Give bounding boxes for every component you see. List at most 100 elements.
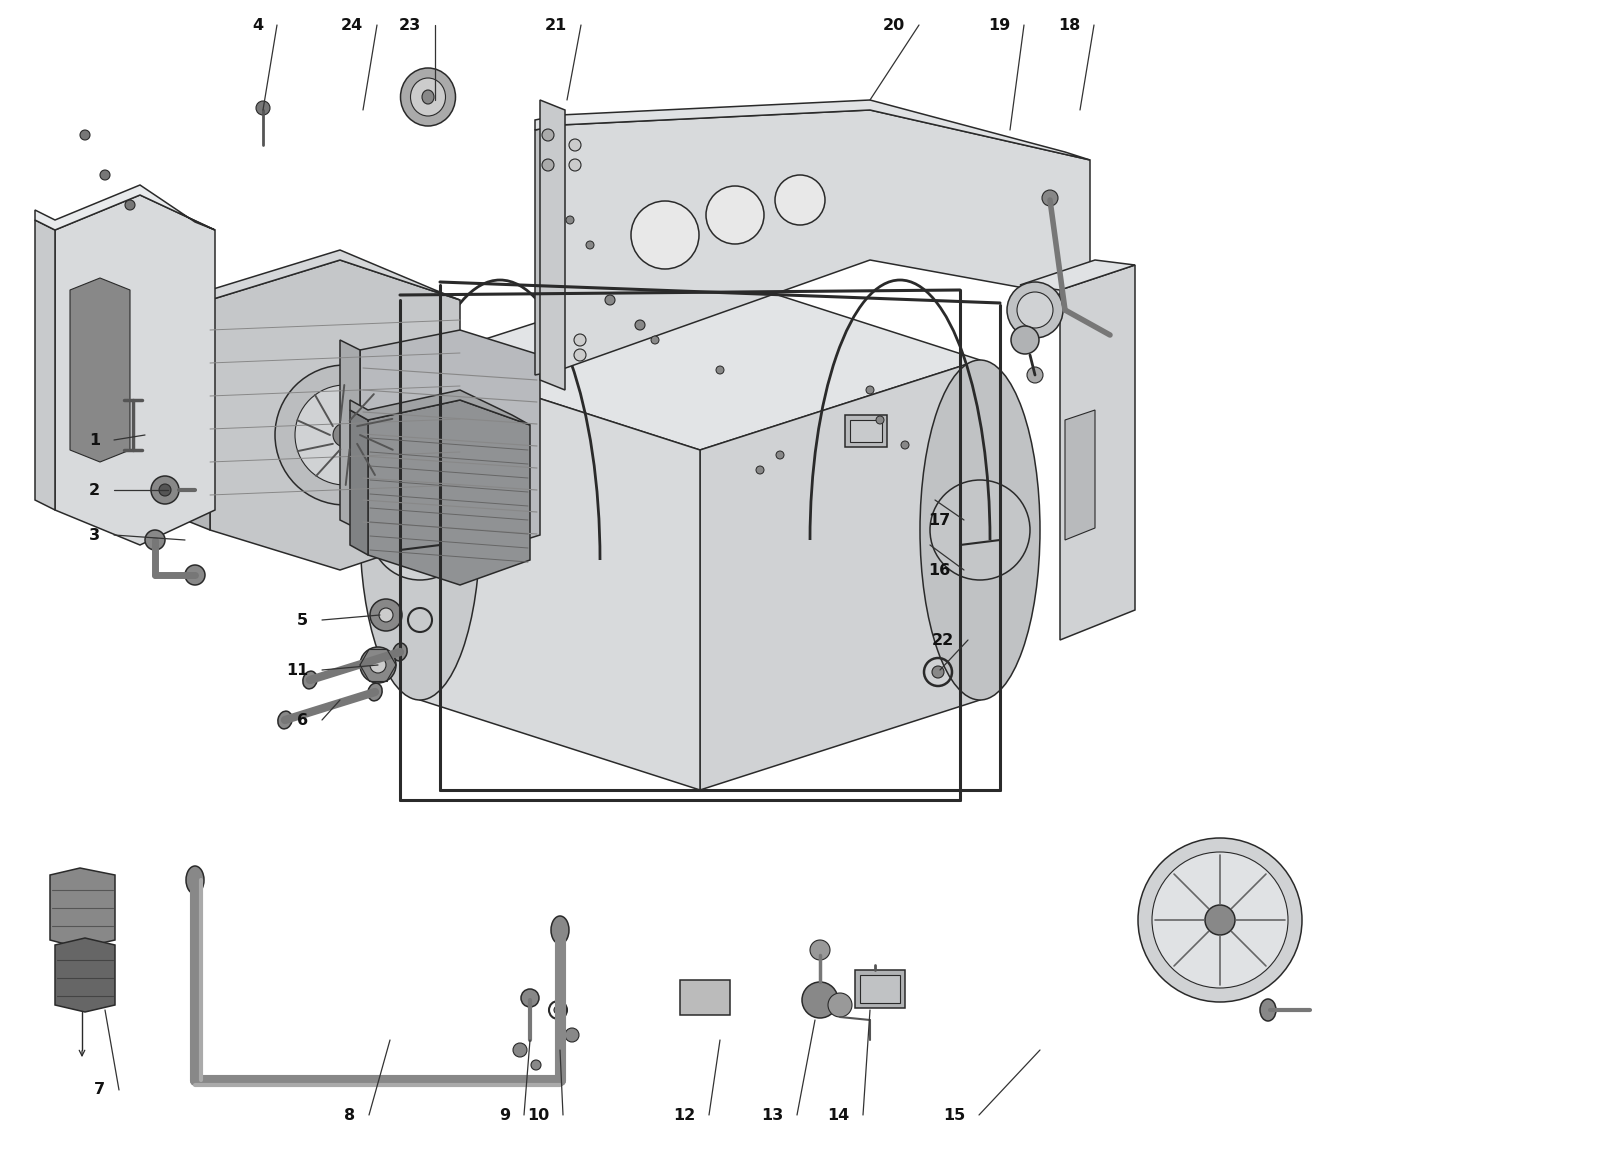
Ellipse shape <box>411 78 445 116</box>
Polygon shape <box>560 110 1090 369</box>
Text: 10: 10 <box>526 1107 549 1122</box>
Circle shape <box>99 170 110 180</box>
Text: 5: 5 <box>298 612 307 627</box>
Bar <box>680 980 730 1015</box>
Circle shape <box>370 480 470 580</box>
Polygon shape <box>350 390 530 425</box>
Circle shape <box>554 1006 562 1014</box>
Circle shape <box>542 159 554 171</box>
Polygon shape <box>1021 260 1134 290</box>
Text: 13: 13 <box>760 1107 782 1122</box>
Text: 6: 6 <box>298 712 307 727</box>
Circle shape <box>370 599 402 631</box>
Circle shape <box>1011 326 1038 355</box>
Polygon shape <box>419 360 701 790</box>
Circle shape <box>522 989 539 1007</box>
Circle shape <box>1018 292 1053 328</box>
Text: 22: 22 <box>931 633 954 648</box>
Circle shape <box>400 510 440 550</box>
Polygon shape <box>419 270 979 450</box>
Text: 16: 16 <box>928 563 950 578</box>
Ellipse shape <box>394 643 406 661</box>
Text: 1: 1 <box>90 433 99 448</box>
Circle shape <box>565 1028 579 1042</box>
Circle shape <box>570 159 581 171</box>
Ellipse shape <box>630 201 699 269</box>
Circle shape <box>275 365 414 505</box>
Ellipse shape <box>360 360 480 700</box>
Circle shape <box>931 666 944 678</box>
Circle shape <box>1006 282 1062 338</box>
Circle shape <box>186 565 205 585</box>
Circle shape <box>1042 190 1058 206</box>
Circle shape <box>1205 905 1235 935</box>
Circle shape <box>574 334 586 346</box>
Text: 14: 14 <box>827 1107 850 1122</box>
Circle shape <box>717 366 723 374</box>
Circle shape <box>901 441 909 449</box>
Ellipse shape <box>774 175 826 224</box>
Ellipse shape <box>422 90 434 104</box>
Ellipse shape <box>400 68 456 125</box>
Text: 7: 7 <box>94 1082 106 1098</box>
Polygon shape <box>339 340 360 529</box>
Polygon shape <box>350 410 368 555</box>
Text: 3: 3 <box>90 527 99 542</box>
Polygon shape <box>1059 265 1134 640</box>
Text: 4: 4 <box>251 17 262 32</box>
Text: 23: 23 <box>398 17 421 32</box>
Circle shape <box>566 216 574 224</box>
Circle shape <box>810 940 830 960</box>
Polygon shape <box>360 330 541 561</box>
Circle shape <box>651 336 659 344</box>
Polygon shape <box>541 100 565 390</box>
Circle shape <box>542 129 554 142</box>
Circle shape <box>514 1043 526 1057</box>
Ellipse shape <box>920 360 1040 700</box>
Circle shape <box>360 647 397 683</box>
Ellipse shape <box>550 916 570 944</box>
Circle shape <box>586 241 594 249</box>
Bar <box>854 970 906 1008</box>
Text: 21: 21 <box>544 17 566 32</box>
Text: 12: 12 <box>672 1107 694 1122</box>
Polygon shape <box>1066 410 1094 540</box>
Text: 24: 24 <box>341 17 363 32</box>
Circle shape <box>574 349 586 361</box>
Text: 19: 19 <box>987 17 1010 32</box>
Circle shape <box>930 480 1030 580</box>
Text: 17: 17 <box>928 512 950 527</box>
Circle shape <box>866 386 874 394</box>
Circle shape <box>1152 852 1288 988</box>
Circle shape <box>333 424 357 447</box>
Circle shape <box>635 320 645 330</box>
Ellipse shape <box>1261 999 1277 1021</box>
Text: 11: 11 <box>286 663 307 678</box>
Circle shape <box>802 982 838 1017</box>
Polygon shape <box>210 260 461 570</box>
Polygon shape <box>50 868 115 948</box>
Text: 18: 18 <box>1058 17 1080 32</box>
Circle shape <box>146 529 165 550</box>
Circle shape <box>1138 838 1302 1003</box>
Circle shape <box>829 993 851 1017</box>
Text: 2: 2 <box>90 482 99 497</box>
Circle shape <box>294 384 395 485</box>
Polygon shape <box>54 195 214 546</box>
Ellipse shape <box>278 711 293 729</box>
Circle shape <box>605 295 614 305</box>
Circle shape <box>125 200 134 209</box>
Text: 9: 9 <box>499 1107 510 1122</box>
Text: 8: 8 <box>344 1107 355 1122</box>
Polygon shape <box>186 250 461 300</box>
Circle shape <box>80 130 90 140</box>
Bar <box>845 416 886 447</box>
Circle shape <box>776 451 784 459</box>
Polygon shape <box>35 220 54 510</box>
Bar <box>861 975 899 1003</box>
Ellipse shape <box>302 671 317 689</box>
Polygon shape <box>54 938 115 1012</box>
Circle shape <box>877 416 883 424</box>
Circle shape <box>757 466 765 474</box>
Polygon shape <box>35 185 214 230</box>
